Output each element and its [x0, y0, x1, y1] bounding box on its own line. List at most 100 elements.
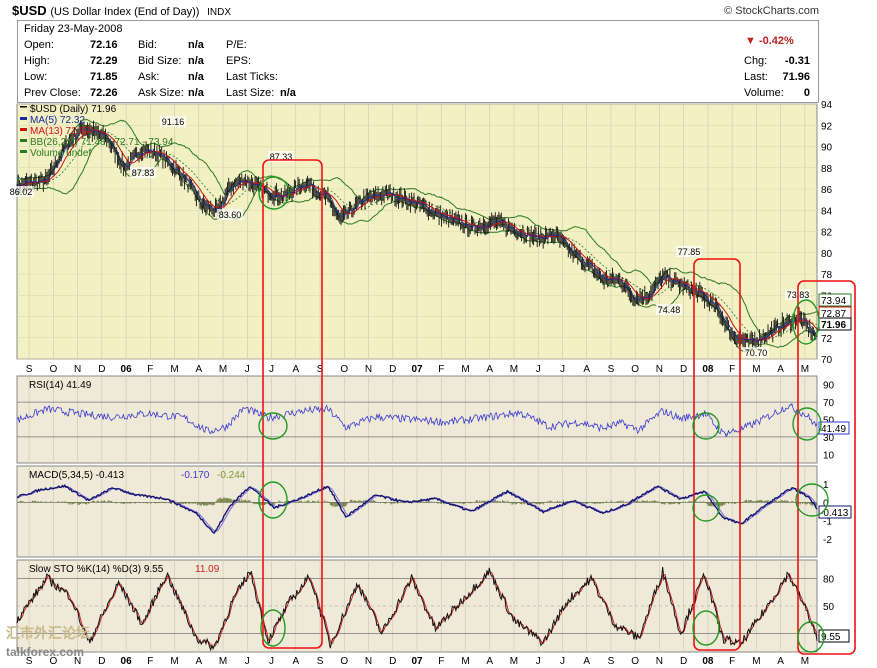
- high-value: 72.29: [90, 55, 118, 67]
- ma13-line: [16, 129, 818, 342]
- x-tick-label: J: [269, 656, 274, 667]
- x-tick-label: A: [777, 656, 784, 667]
- x-tick-label: F: [147, 364, 153, 375]
- x-tick-label: S: [608, 656, 615, 667]
- price-y-tick-label: 92: [821, 121, 833, 132]
- x-tick-label: J: [245, 656, 250, 667]
- x-tick-label: M: [801, 364, 809, 375]
- x-tick-label: M: [170, 364, 178, 375]
- x-tick-label: F: [438, 364, 444, 375]
- macd-y-tick-label: -1: [823, 517, 832, 528]
- rsi-legend: RSI(14) 41.49: [29, 380, 92, 391]
- x-tick-label: 07: [411, 656, 423, 667]
- legend-price: $USD (Daily) 71.96: [30, 104, 117, 115]
- x-tick-label: A: [486, 656, 493, 667]
- chart-title: $USD (US Dollar Index (End of Day)) INDX: [12, 3, 231, 18]
- x-tick-label: A: [195, 364, 202, 375]
- annotation-background: [160, 116, 186, 127]
- x-tick-label: M: [461, 364, 469, 375]
- x-tick-label: M: [461, 656, 469, 667]
- prevclose-value: 72.26: [90, 87, 118, 99]
- macd-line: [16, 484, 818, 534]
- price-annotation: 87.33: [270, 152, 293, 162]
- stoch-y-tick-label: 50: [823, 602, 835, 613]
- highlight-box: [693, 258, 741, 651]
- annotation-background: [130, 167, 156, 178]
- pct-change: ▼ -0.42%: [745, 35, 794, 47]
- x-tick-label: 08: [702, 656, 714, 667]
- bid-label: Bid:: [138, 39, 157, 51]
- legend-ma13-swatch: [20, 128, 27, 131]
- x-tick-label: J: [536, 364, 541, 375]
- x-tick-label: A: [292, 364, 299, 375]
- macd-y-tick-label: -2: [823, 535, 832, 546]
- x-tick-label: M: [752, 656, 760, 667]
- x-tick-label: O: [49, 364, 57, 375]
- price-annotation: 83.60: [219, 210, 242, 220]
- rsi-value-box: [818, 421, 850, 435]
- asksize-label: Ask Size:: [138, 87, 184, 99]
- x-tick-label: D: [389, 656, 396, 667]
- highlight-circle: [792, 299, 820, 345]
- exchange: INDX: [207, 7, 232, 18]
- price-y-tick-label: 88: [821, 164, 833, 175]
- rsi-y-tick-label: 90: [823, 381, 835, 392]
- price-annotation: 74.48: [658, 305, 681, 315]
- brand-credit: © StockCharts.com: [724, 5, 819, 17]
- x-tick-label: F: [147, 656, 153, 667]
- stoch-y-tick-label: 80: [823, 574, 835, 585]
- price-annotation: 70.70: [745, 348, 768, 358]
- bidsize-label: Bid Size:: [138, 55, 182, 67]
- watermark-site: talkforex.com: [6, 645, 85, 659]
- stoch-k-line: [16, 567, 818, 652]
- rsi-y-tick-label: 30: [823, 433, 835, 444]
- legend-bollinger: BB(26,2.0) 71.48 - 72.71 - 73.94: [30, 137, 174, 148]
- legend-volume-swatch: [20, 150, 27, 153]
- price-y-tick-label: 72: [821, 334, 833, 345]
- rsi-y-tick-label: 50: [823, 416, 835, 427]
- rsi-line: [16, 403, 818, 437]
- last-value: 71.96: [782, 71, 810, 83]
- macd-y-tick-label: 0: [823, 498, 829, 509]
- stoch-value-label: 9.55: [821, 632, 841, 643]
- legend-bollinger-swatch: [20, 139, 27, 142]
- bollinger-middle-band: [16, 131, 818, 340]
- annotation-background: [268, 151, 294, 162]
- highlight-circle: [797, 621, 825, 653]
- highlight-circle: [792, 407, 822, 441]
- x-tick-label: S: [608, 364, 615, 375]
- x-tick-label: D: [680, 364, 687, 375]
- price-value-label: 73.94: [821, 296, 846, 307]
- x-tick-label: S: [26, 656, 33, 667]
- legend-ma13: MA(13) 72.87: [30, 126, 91, 137]
- x-tick-label: M: [510, 364, 518, 375]
- x-tick-label: A: [195, 656, 202, 667]
- x-tick-label: N: [365, 656, 372, 667]
- x-tick-label: O: [631, 656, 639, 667]
- x-tick-label: D: [680, 656, 687, 667]
- highlight-circle: [258, 412, 288, 440]
- highlight-circle: [260, 609, 286, 647]
- highlight-box: [262, 159, 323, 649]
- price-annotation: 86.02: [10, 187, 33, 197]
- price-value-label: 72.87: [821, 309, 846, 320]
- x-tick-label: D: [98, 364, 105, 375]
- price-y-tick-label: 86: [821, 185, 833, 196]
- price-y-tick-label: 80: [821, 249, 833, 260]
- macd-value-label: -0.413: [820, 508, 849, 519]
- annotation-background: [743, 347, 769, 358]
- x-tick-label: D: [98, 656, 105, 667]
- x-tick-label: N: [656, 364, 663, 375]
- x-tick-label: A: [777, 364, 784, 375]
- last-label: Last:: [744, 71, 768, 83]
- stoch-value-box: [818, 629, 850, 643]
- x-tick-label: S: [26, 364, 33, 375]
- quote-box: Friday 23-May-2008 Open: 72.16 High: 72.…: [17, 20, 819, 103]
- price-annotation: 77.85: [678, 247, 701, 257]
- macd-signal-legend: -0.170: [181, 470, 210, 481]
- x-tick-label: A: [486, 364, 493, 375]
- lastticks-label: Last Ticks:: [226, 71, 278, 83]
- highlight-circle: [795, 483, 829, 517]
- x-tick-label: F: [729, 364, 735, 375]
